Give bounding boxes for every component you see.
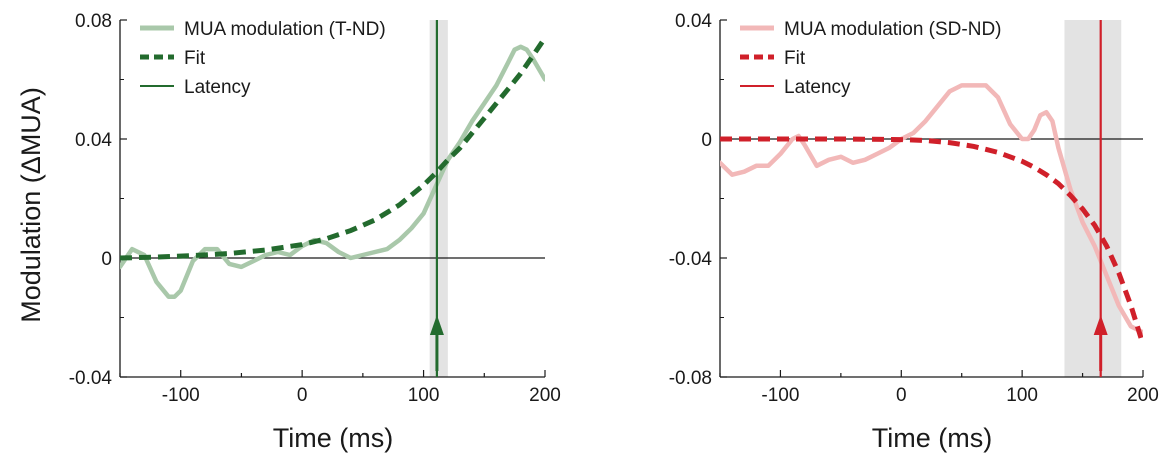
x-tick-label: -100 [162, 385, 200, 406]
series-line-data [720, 83, 1143, 335]
x-tick-label: -100 [761, 385, 799, 406]
legend-label: MUA modulation (SD-ND) [784, 19, 1002, 40]
y-tick-label: 0 [701, 130, 712, 151]
x-tick-label: 100 [1006, 385, 1038, 406]
x-axis-label-left: Time (ms) [273, 423, 393, 453]
y-tick-label: -0.04 [669, 249, 713, 270]
y-tick-label: -0.04 [69, 368, 113, 389]
series-line-data [120, 44, 545, 299]
y-tick-label: 0.04 [675, 11, 712, 32]
legend-label: Fit [784, 48, 806, 69]
panel-left: -0.04 0 0.04 0.08 -100 0 100 200 MUA modulation … [69, 11, 561, 406]
legend-label: Latency [184, 77, 251, 98]
series-line-fit [720, 136, 1143, 346]
x-tick-label: 200 [1127, 385, 1159, 406]
series-group [120, 20, 545, 377]
x-tick-label: 0 [297, 385, 308, 406]
latency-band [429, 20, 448, 377]
y-tick-label: -0.08 [669, 368, 712, 389]
series-line-fit [120, 36, 545, 261]
y-tick-label: 0.08 [75, 11, 112, 32]
panel-right: -0.08 -0.04 0 0.04 -100 0 100 200 MUA modulation… [669, 11, 1159, 406]
latency-arrow-head [429, 315, 444, 335]
y-axis-label: Modulation (ΔMUA) [16, 87, 46, 323]
legend-label: MUA modulation (T-ND) [184, 19, 386, 40]
y-tick-label: 0.04 [75, 130, 112, 151]
legend-label: Latency [784, 77, 851, 98]
legend-label: Fit [184, 48, 206, 69]
x-tick-label: 0 [896, 385, 907, 406]
y-tick-label: 0 [101, 249, 112, 270]
x-axis-label-right: Time (ms) [872, 423, 992, 453]
latency-arrow-head [1093, 315, 1108, 335]
x-tick-label: 100 [408, 385, 440, 406]
x-tick-label: 200 [529, 385, 561, 406]
